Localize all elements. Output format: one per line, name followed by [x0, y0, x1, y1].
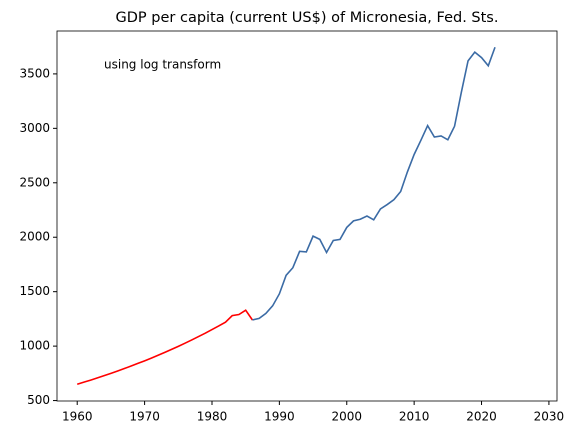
annotation: using log transform: [104, 58, 221, 72]
y-tick-label: 2500: [19, 175, 50, 189]
chart-title: GDP per capita (current US$) of Micrones…: [116, 10, 499, 26]
series-line: [76, 309, 254, 385]
x-tick-label: 2000: [331, 410, 362, 424]
x-tick-label: 1960: [62, 410, 93, 424]
plot-frame: [56, 30, 558, 402]
x-tick-label: 1990: [264, 410, 295, 424]
y-tick-label: 3500: [19, 66, 50, 80]
y-tick-label: 500: [27, 393, 50, 407]
x-tick-label: 1970: [129, 410, 160, 424]
y-tick-label: 3000: [19, 121, 50, 135]
x-tick-label: 2030: [534, 410, 565, 424]
x-tick-label: 1980: [197, 410, 228, 424]
y-tick-label: 1500: [19, 284, 50, 298]
x-tick-label: 2020: [466, 410, 497, 424]
y-tick-label: 2000: [19, 230, 50, 244]
x-tick-label: 2010: [399, 410, 430, 424]
series-line: [252, 46, 496, 321]
y-tick-label: 1000: [19, 339, 50, 353]
